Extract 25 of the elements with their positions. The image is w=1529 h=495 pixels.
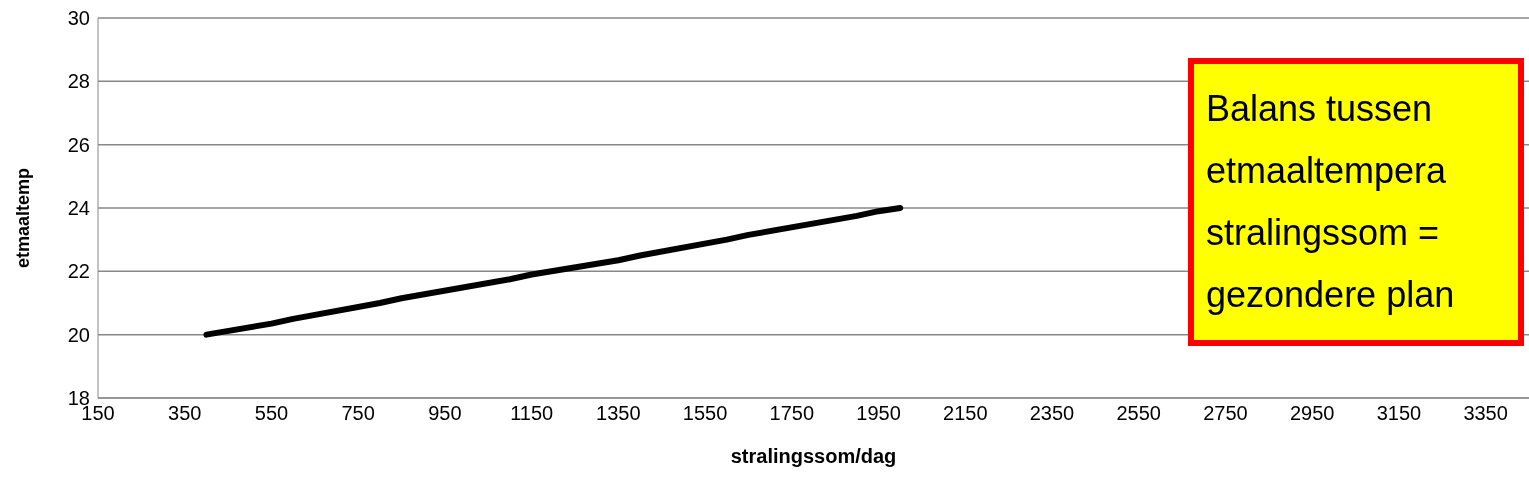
y-tick-label: 24 [67,197,90,220]
x-tick-label: 550 [254,402,289,425]
x-tick-label: 1950 [856,402,901,425]
y-tick-label: 22 [67,260,90,283]
x-tick-label: 1550 [682,402,728,425]
x-tick-label: 1350 [596,402,641,425]
y-axis-title: etmaaltemp [13,167,34,268]
x-tick-label: 350 [168,402,202,425]
y-tick-label: 20 [67,323,90,346]
x-tick-label: 2550 [1116,402,1161,425]
y-tick-label: 26 [67,133,90,156]
x-tick-label: 2350 [1029,402,1075,425]
x-tick-label: 750 [341,402,375,425]
x-tick-label: 3350 [1463,402,1508,425]
x-tick-label: 1150 [510,402,554,425]
x-tick-label: 2950 [1289,402,1335,425]
y-tick-label: 28 [67,70,90,93]
x-tick-label: 3150 [1376,402,1422,425]
x-axis-title: stralingssom/dag [730,445,897,467]
annotation: Balans tussen etmaaltempera stralingssom = gezondere plan [1188,58,1524,346]
y-tick-label: 30 [67,7,90,30]
x-tick-label: 1750 [769,402,815,425]
x-tick-label: 2150 [943,402,988,425]
x-tick-label: 950 [428,402,462,425]
x-tick-label: 2750 [1203,402,1248,425]
